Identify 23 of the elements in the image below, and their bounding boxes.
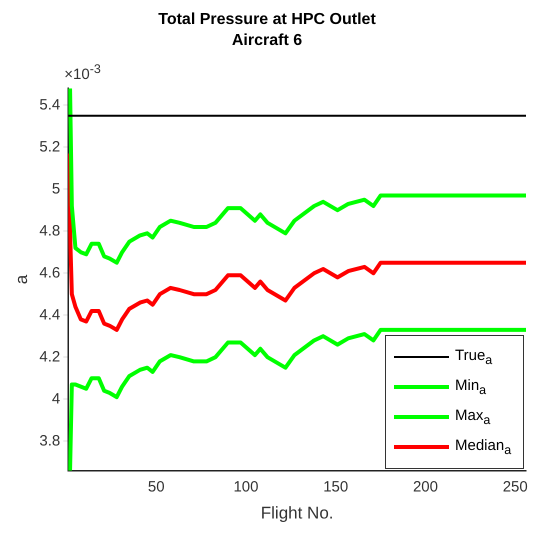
legend-label: Max$_{a}$: [455, 406, 490, 427]
y-tick-label: 4.6: [39, 264, 60, 282]
x-tick-label: 50: [148, 478, 165, 496]
chart-title: Total Pressure at HPC Outlet: [158, 11, 376, 28]
y-tick-label: 5.4: [39, 96, 60, 114]
x-tick-label: 100: [233, 478, 258, 496]
text: ×10$^{-3}$: [64, 62, 101, 84]
x-tick-label: 150: [323, 478, 348, 496]
x-tick-label: 200: [412, 478, 438, 496]
x-axis-title: Flight No.: [260, 503, 334, 522]
y-tick-label: 5.2: [39, 138, 60, 156]
y-axis-title: a: [12, 274, 31, 284]
y-tick-label: 4.2: [39, 348, 60, 366]
legend-label: Median$_{a}$: [455, 436, 512, 457]
chart-subtitle: Aircraft 6: [232, 32, 302, 50]
legend-label: True$_{a}$: [455, 346, 492, 367]
y-tick-label: 3.8: [39, 432, 60, 450]
y-tick-label: 4: [52, 390, 60, 408]
legend-label: Min$_{a}$: [455, 376, 486, 397]
x-tick-label: 250: [502, 478, 528, 496]
y-tick-label: 4.4: [39, 306, 60, 324]
y-tick-label: 5: [52, 180, 60, 198]
y-tick-label: 4.8: [39, 222, 60, 240]
